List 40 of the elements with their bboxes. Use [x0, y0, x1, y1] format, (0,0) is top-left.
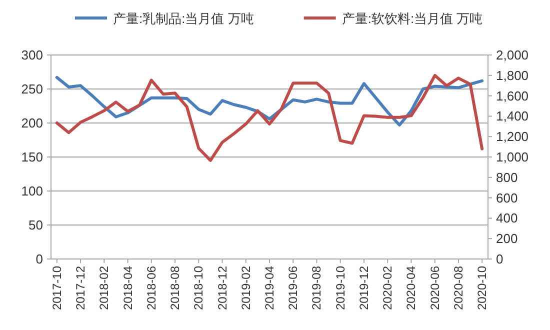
- y2-tick-label: 1,600: [496, 88, 529, 104]
- x-tick-label: 2018-10: [192, 266, 206, 310]
- y-tick-label: 250: [21, 82, 43, 96]
- y2-tick-label: 1,000: [496, 150, 529, 164]
- line-series: [55, 74, 484, 162]
- y-tick-label: 300: [21, 48, 43, 62]
- x-tick-label: 2020-06: [428, 266, 442, 310]
- y2-tick-label: 400: [496, 210, 518, 226]
- y2-tick-label: 1,200: [496, 129, 529, 144]
- x-tick-label: 2019-04: [262, 266, 276, 310]
- x-tick-label: 2018-02: [97, 266, 112, 310]
- y2-tick-label: 2,000: [496, 48, 529, 62]
- y-tick-label: 50: [28, 218, 43, 232]
- x-tick-label: 2020-04: [404, 266, 418, 310]
- legend-label: 产量:软饮料:当月值 万吨: [342, 11, 483, 26]
- y-tick-label: 100: [21, 184, 43, 198]
- x-tick-label: 2019-06: [286, 266, 300, 310]
- y-tick-label: 0: [36, 252, 43, 266]
- x-tick-label: 2018-08: [168, 266, 182, 310]
- x-tick-label: 2018-06: [144, 266, 158, 310]
- legend-label: 产量:乳制品:当月值 万吨: [113, 11, 254, 26]
- x-tick-label: 2020-10: [475, 266, 490, 310]
- y2-tick-label: 1,400: [496, 108, 529, 124]
- y-tick-label: 200: [21, 116, 43, 130]
- x-tick-label: 2019-10: [333, 266, 348, 310]
- x-tick-label: 2017-10: [50, 266, 64, 310]
- y2-tick-label: 200: [496, 231, 518, 246]
- x-tick-label: 2018-04: [120, 266, 135, 310]
- x-tick-label: 2019-12: [356, 266, 371, 310]
- x-tick-label: 2019-08: [310, 266, 324, 310]
- x-tick-label: 2018-12: [215, 266, 230, 310]
- x-tick-label: 2019-02: [238, 266, 253, 310]
- y2-tick-label: 800: [496, 170, 518, 185]
- y2-tick-label: 0: [496, 252, 504, 266]
- x-tick-label: 2017-12: [74, 266, 88, 310]
- x-tick-label: 2020-02: [380, 266, 395, 310]
- y2-tick-label: 1,800: [496, 68, 529, 83]
- y2-tick-label: 600: [496, 190, 518, 206]
- y-tick-label: 150: [21, 150, 43, 164]
- x-tick-label: 2020-08: [451, 266, 466, 310]
